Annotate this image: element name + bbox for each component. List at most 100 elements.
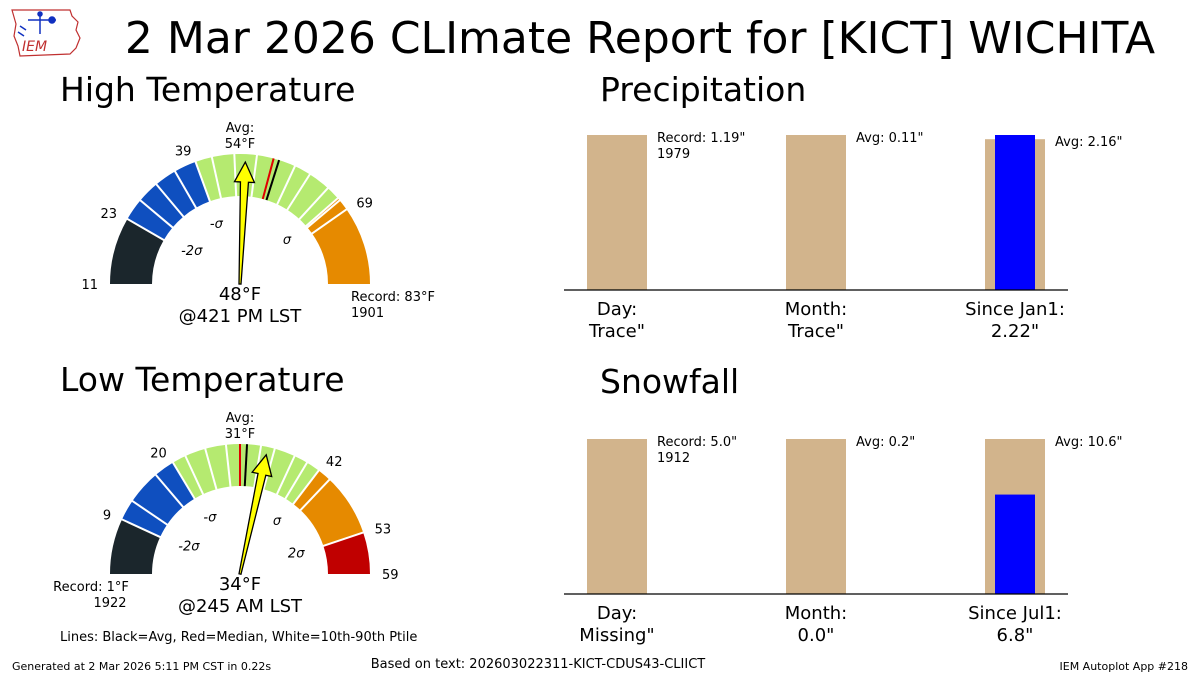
bar-annotation: Avg: 10.6" [1055,435,1123,450]
percentile-line [224,443,232,488]
bar-annotation: Avg: 0.11" [856,131,924,146]
gauge-band [312,209,370,284]
record-year: 1901 [351,306,384,321]
iowa-state-outline-icon [11,9,81,57]
reference-bar [587,135,647,290]
gauge-tick-label: 39 [175,145,192,160]
avg-label: Avg: [226,411,254,426]
gauge-tick-label: 69 [356,197,373,212]
bar-value-label: 0.0" [798,625,835,646]
sigma-label: σ [273,514,282,529]
bar-value-label: Missing" [579,625,654,646]
percentile-line [304,196,340,228]
record-label: Record: 83°F [351,290,435,305]
logo-text: IEM [22,39,47,55]
percentile-line [184,454,205,496]
percentile-line [310,208,348,235]
percentile-line [139,199,174,229]
sigma-label: -2σ [181,244,203,259]
bar-annotation: Record: 1.19" [657,131,745,146]
weather-station-icon [17,11,56,37]
percentile-line [291,469,321,506]
percentile-line [155,183,185,218]
bar-chart-title: Snowfall [600,362,739,401]
gauge-tick-label: 9 [103,508,111,523]
percentile-line [283,461,309,500]
sigma-label: σ [283,233,292,248]
percentile-line [203,447,218,491]
high-temperature-gauge: High Temperature 11 23 39 69 -2σ -σ σ Avg:54°F 48… [60,70,435,327]
percentile-line [299,478,331,512]
bar-annotation-year: 1979 [657,147,690,162]
bar-annotation: Record: 5.0" [657,435,737,450]
gauge-band [306,198,347,234]
avg-label: Avg: [226,121,254,136]
percentile-line [275,164,297,206]
median-line [261,158,275,200]
observed-needle [238,453,273,575]
avg-value-label: 31°F [225,427,256,442]
record-label: Record: 1°F [53,580,129,595]
percentile-line [306,199,341,229]
bar-annotation: Avg: 2.16" [1055,135,1123,150]
percentile-line [126,217,166,242]
percentile-line [120,518,162,539]
bar-annotation: Avg: 0.2" [856,435,915,450]
bar-category-label: Month: [785,603,847,624]
bar-category-label: Since Jan1: [965,299,1065,320]
gauge-tick-label: 11 [81,278,98,293]
sigma-label: -σ [210,217,224,232]
based-on-footer: Based on text: 202603022311-KICT-CDUS43-… [371,657,706,672]
gauge-tick-label: 23 [100,207,117,222]
bar-category-label: Day: [597,299,637,320]
lines-legend-note: Lines: Black=Avg, Red=Median, White=10th… [60,630,417,645]
avg-value-label: 54°F [225,137,256,152]
percentile-line [173,170,198,210]
gauge-band [110,219,164,284]
bar-chart-title: Precipitation [600,70,806,109]
iem-logo: IEM [11,9,81,57]
percentile-line [250,153,259,198]
observed-bar [995,135,1035,290]
reference-bar [587,439,647,594]
app-footer: IEM Autoplot App #218 [1060,660,1189,673]
bar-category-label: Since Jul1: [968,603,1062,624]
gauge-tick-label: 42 [326,455,343,470]
bar-category-label: Day: [597,603,637,624]
gauge-tick-label: 53 [375,523,392,538]
gauge-band [127,161,210,240]
bar-value-label: Trace" [588,321,645,342]
observed-needle [233,160,256,285]
low-temperature-gauge: Low Temperature 9 20 42 53 59 -2σ-σ σ 2σ Avg:31°F… [53,360,398,617]
record-year: 1922 [93,596,126,611]
sigma-label: -σ [203,511,217,526]
average-line [265,159,281,201]
observed-value: 48°F [219,284,261,305]
observed-value: 34°F [219,574,261,595]
observed-time: @421 PM LST [179,306,303,327]
bar-annotation-year: 1912 [657,451,690,466]
percentile-line [322,531,365,548]
gauge-band [293,470,364,546]
reference-bar [786,135,846,290]
observed-time: @245 AM LST [178,596,303,617]
gauge-title: High Temperature [60,70,355,109]
bar-value-label: 6.8" [997,625,1034,646]
percentile-line [154,473,185,509]
percentile-line [285,172,312,212]
generated-footer: Generated at 2 Mar 2026 5:11 PM CST in 0… [12,660,271,673]
sigma-label: 2σ [288,546,305,561]
gauge-band [122,462,195,538]
observed-bar [995,494,1035,594]
gauge-band [110,519,161,574]
bar-category-label: Month: [785,299,847,320]
average-line [243,444,249,487]
bar-value-label: 2.22" [991,321,1039,342]
percentile-line [131,499,169,527]
percentile-line [275,454,296,496]
gauge-title: Low Temperature [60,360,345,399]
percentile-line [298,186,330,221]
sigma-label: -2σ [178,539,200,554]
percentile-line [194,160,212,203]
page-title: 2 Mar 2026 CLImate Report for [KICT] WIC… [125,13,1155,64]
